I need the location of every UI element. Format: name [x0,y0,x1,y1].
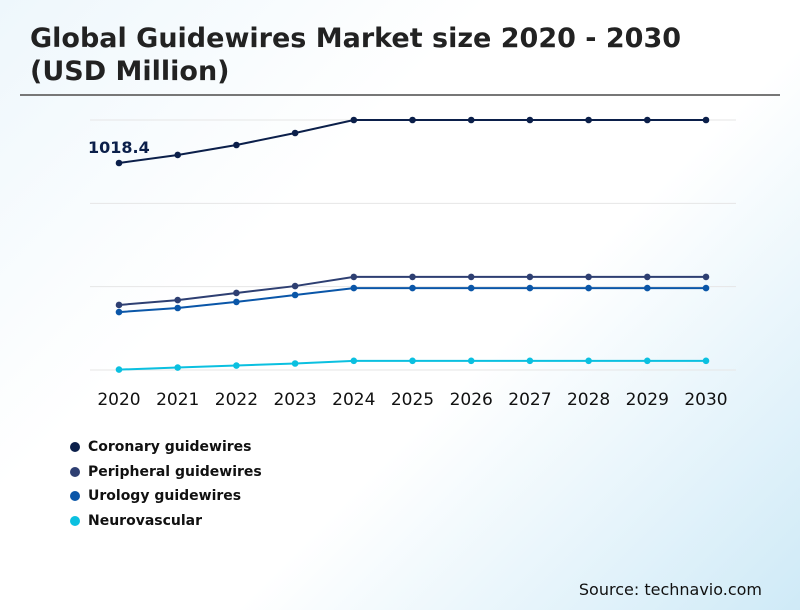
data-point [467,357,475,365]
legend: Coronary guidewires Peripheral guidewires… [70,435,262,533]
legend-item: Coronary guidewires [70,435,262,460]
x-tick-label: 2025 [391,390,434,410]
data-point [526,116,534,124]
legend-item: Urology guidewires [70,484,262,509]
data-point [350,273,358,281]
data-point [467,284,475,292]
data-point [585,116,592,124]
data-point [526,357,534,365]
data-point [585,357,592,365]
data-point [702,357,710,365]
legend-marker-icon [70,442,80,453]
data-point [702,116,710,124]
data-point [115,301,123,309]
data-point [409,284,416,292]
series-line-2 [118,287,706,314]
data-point [233,141,240,149]
data-point [233,289,240,297]
data-point [350,116,358,124]
data-point [644,357,651,365]
data-point [585,284,592,292]
data-point [174,304,181,312]
legend-label: Peripheral guidewires [88,463,262,480]
data-point [644,116,651,124]
legend-item: Neurovascular [70,509,262,534]
x-tick-label: 2022 [215,390,258,410]
legend-label: Neurovascular [88,512,203,529]
data-point [291,291,299,299]
data-point [291,282,299,290]
data-point [644,284,651,292]
x-tick-label: 2029 [626,390,669,410]
x-tick-label: 2021 [156,390,199,410]
data-point [644,273,651,281]
x-tick-label: 2024 [332,390,375,410]
x-tick-label: 2026 [450,390,493,410]
legend-marker-icon [70,466,80,477]
x-tick-label: 2023 [273,390,316,410]
data-point [174,364,181,371]
data-point [409,116,416,124]
data-point [702,284,710,292]
x-tick-label: 2020 [97,390,140,410]
legend-item: Peripheral guidewires [70,460,262,485]
data-point [115,159,123,167]
x-tick-label: 2030 [684,390,727,410]
data-point [291,129,299,137]
data-point [467,273,475,281]
data-point [467,116,475,124]
data-point [291,360,299,367]
data-point [115,366,123,373]
chart-title: Global Guidewires Market size 2020 - 203… [30,23,682,87]
data-point [526,273,534,281]
data-point [526,284,534,292]
data-point [233,298,240,306]
data-point [233,362,240,369]
data-point [702,273,710,281]
data-point [174,151,181,159]
title-divider [20,94,780,96]
legend-label: Urology guidewires [88,488,242,505]
series-line-0 [118,119,706,164]
legend-marker-icon [70,515,80,526]
data-point [585,273,592,281]
data-point [350,357,358,365]
source-text: Source: technavio.com [578,580,762,599]
legend-marker-icon [70,491,80,502]
data-point [115,308,123,316]
data-point [409,357,416,365]
data-label: 1018.4 [88,138,150,157]
data-point [350,284,358,292]
x-tick-label: 2027 [508,390,551,410]
data-point [174,296,181,304]
legend-label: Coronary guidewires [88,439,252,456]
x-tick-label: 2028 [567,390,610,410]
data-point [409,273,416,281]
